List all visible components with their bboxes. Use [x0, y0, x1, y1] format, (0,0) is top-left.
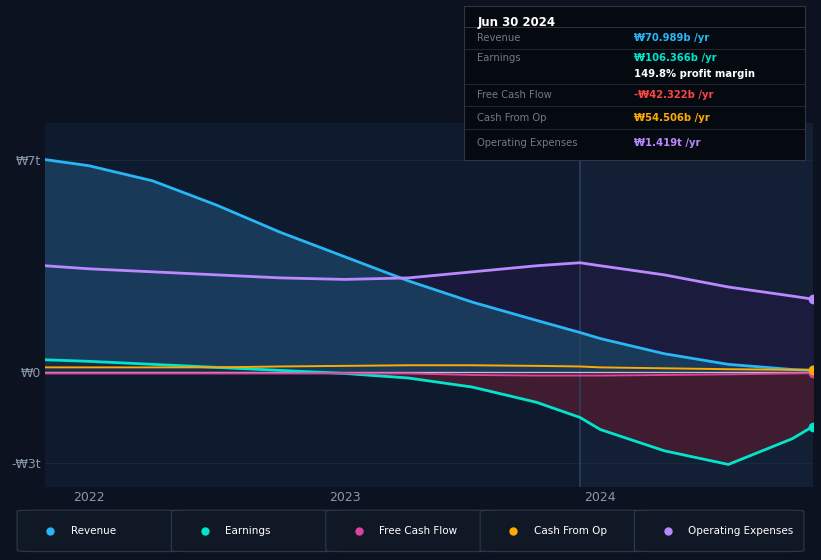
- Text: ₩106.366b /yr: ₩106.366b /yr: [635, 53, 717, 63]
- FancyBboxPatch shape: [480, 510, 649, 552]
- FancyBboxPatch shape: [326, 510, 495, 552]
- Text: Cash From Op: Cash From Op: [534, 526, 607, 536]
- Text: ₩70.989b /yr: ₩70.989b /yr: [635, 34, 709, 43]
- FancyBboxPatch shape: [172, 510, 341, 552]
- FancyBboxPatch shape: [17, 510, 186, 552]
- Text: -₩42.322b /yr: -₩42.322b /yr: [635, 90, 713, 100]
- FancyBboxPatch shape: [635, 510, 804, 552]
- Text: Earnings: Earnings: [225, 526, 271, 536]
- Text: ₩54.506b /yr: ₩54.506b /yr: [635, 114, 710, 123]
- Text: 149.8% profit margin: 149.8% profit margin: [635, 69, 755, 79]
- Text: ₩1.419t /yr: ₩1.419t /yr: [635, 138, 700, 148]
- Text: Free Cash Flow: Free Cash Flow: [379, 526, 457, 536]
- Bar: [580, 123, 813, 487]
- Text: Cash From Op: Cash From Op: [478, 114, 547, 123]
- Text: Revenue: Revenue: [71, 526, 116, 536]
- Text: Revenue: Revenue: [478, 34, 521, 43]
- Text: Operating Expenses: Operating Expenses: [478, 138, 578, 148]
- Text: Free Cash Flow: Free Cash Flow: [478, 90, 553, 100]
- Text: Jun 30 2024: Jun 30 2024: [478, 16, 556, 29]
- Text: Operating Expenses: Operating Expenses: [688, 526, 793, 536]
- Text: Earnings: Earnings: [478, 53, 521, 63]
